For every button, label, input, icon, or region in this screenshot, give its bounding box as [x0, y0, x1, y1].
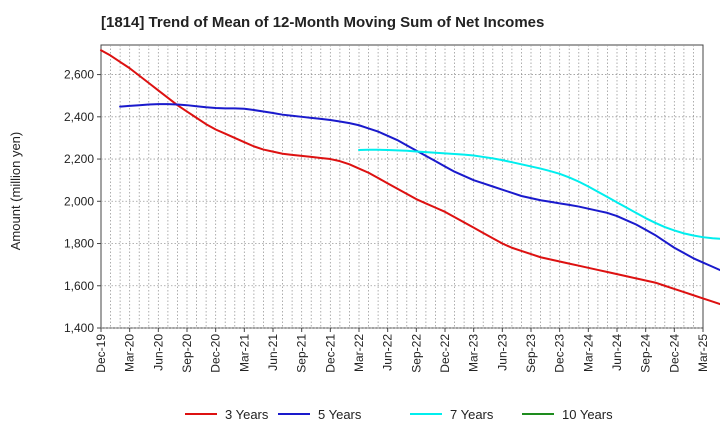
x-tick-label: Dec-19 — [94, 334, 108, 373]
x-tick-label: Dec-23 — [553, 334, 567, 373]
series-lines — [100, 49, 720, 306]
x-tick-label: Jun-20 — [151, 334, 165, 371]
x-tick-label: Mar-24 — [581, 334, 595, 372]
series-line-3-years — [100, 49, 720, 306]
x-tick-label: Jun-22 — [381, 334, 395, 371]
legend-label-10-years: 10 Years — [562, 407, 613, 422]
x-tick-label: Dec-22 — [438, 334, 452, 373]
y-tick-label: 1,800 — [64, 237, 94, 251]
x-tick-label: Mar-23 — [467, 334, 481, 372]
x-tick-label: Dec-21 — [323, 334, 337, 373]
x-tick-label: Sep-24 — [639, 334, 653, 373]
legend-label-7-years: 7 Years — [450, 407, 494, 422]
x-tick-label: Mar-22 — [352, 334, 366, 372]
series-line-5-years — [119, 103, 720, 272]
legend-label-5-years: 5 Years — [318, 407, 362, 422]
legend-label-3-years: 3 Years — [225, 407, 269, 422]
x-tick-label: Jun-24 — [610, 334, 624, 371]
grid-lines — [101, 45, 703, 329]
plot-area — [100, 44, 704, 329]
y-tick-label: 1,400 — [64, 321, 94, 335]
y-tick-label: 2,200 — [64, 152, 94, 166]
x-tick-label: Sep-20 — [180, 334, 194, 373]
legend: 3 Years 5 Years 7 Years 10 Years — [185, 407, 613, 422]
y-tick-label: 2,400 — [64, 110, 94, 124]
x-tick-label: Mar-25 — [696, 334, 710, 372]
x-tick-label: Jun-21 — [266, 334, 280, 371]
y-axis: 1,400 1,600 1,800 2,000 2,200 2,400 2,600 — [64, 68, 101, 335]
x-tick-label: Sep-21 — [295, 334, 309, 373]
y-tick-label: 1,600 — [64, 279, 94, 293]
chart-title: [1814] Trend of Mean of 12-Month Moving … — [101, 14, 545, 31]
y-axis-title: Amount (million yen) — [8, 132, 23, 251]
y-tick-label: 2,600 — [64, 68, 94, 82]
series-line-7-years — [358, 148, 720, 240]
x-tick-label: Sep-23 — [524, 334, 538, 373]
x-tick-label: Sep-22 — [409, 334, 423, 373]
x-tick-label: Dec-24 — [667, 334, 681, 373]
y-tick-label: 2,000 — [64, 194, 94, 208]
x-tick-label: Dec-20 — [209, 334, 223, 373]
x-axis: Dec-19 Mar-20 Jun-20 Sep-20 Dec-20 Mar-21 Jun-… — [94, 328, 710, 373]
x-tick-label: Jun-23 — [495, 334, 509, 371]
x-tick-label: Mar-20 — [123, 334, 137, 372]
x-tick-label: Mar-21 — [237, 334, 251, 372]
